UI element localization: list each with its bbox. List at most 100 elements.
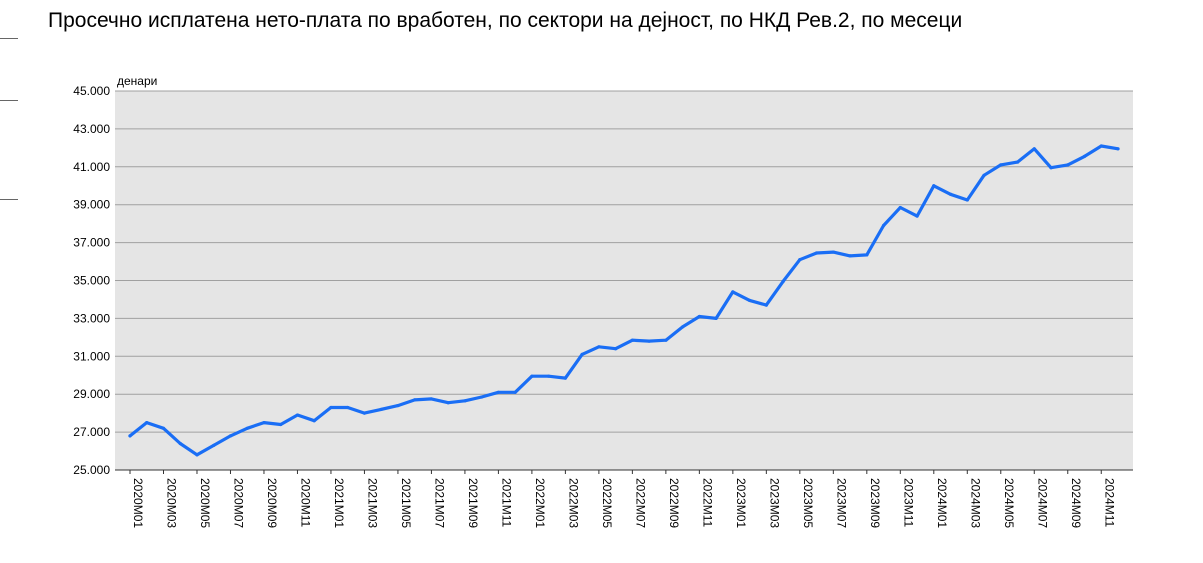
- y-tick-label: 29.000: [73, 387, 110, 401]
- x-tick-label: 2024M07: [1035, 478, 1049, 528]
- y-tick-label: 35.000: [73, 274, 110, 288]
- data-point: [128, 434, 132, 438]
- x-tick-label: 2023M05: [801, 478, 815, 528]
- data-point: [982, 173, 986, 177]
- data-point: [413, 398, 417, 402]
- x-tick-label: 2020M01: [131, 478, 145, 528]
- x-tick-label: 2021M01: [332, 478, 346, 528]
- y-tick-label: 39.000: [73, 198, 110, 212]
- data-point: [1099, 144, 1103, 148]
- data-point: [898, 205, 902, 210]
- data-point: [295, 413, 300, 417]
- data-point: [547, 374, 551, 378]
- data-point: [681, 325, 685, 329]
- data-point: [563, 376, 567, 380]
- data-point: [714, 316, 718, 320]
- data-point: [463, 399, 467, 403]
- x-tick-label: 2023M07: [834, 478, 848, 528]
- data-point: [329, 405, 333, 410]
- x-tick-label: 2021M05: [399, 478, 413, 528]
- data-point: [1015, 160, 1020, 164]
- x-tick-label: 2021M11: [499, 478, 513, 527]
- data-point: [279, 422, 283, 427]
- x-tick-label: 2020M09: [265, 478, 279, 528]
- data-point: [831, 250, 835, 254]
- y-tick-label: 41.000: [73, 160, 110, 174]
- data-point: [580, 352, 584, 357]
- gridlines: [115, 90, 1133, 471]
- data-point: [1032, 147, 1036, 151]
- data-point: [1049, 166, 1053, 170]
- data-point: [496, 390, 501, 394]
- data-point: [630, 338, 634, 342]
- data-point: [228, 434, 233, 438]
- data-point: [764, 303, 768, 307]
- x-tick-label: 2023M11: [901, 478, 915, 527]
- x-tick-label: 2021M07: [432, 478, 446, 528]
- x-tick-label: 2024M11: [1102, 478, 1116, 527]
- data-point: [915, 214, 919, 218]
- x-tick-label: 2023M01: [734, 478, 748, 528]
- x-tick-label: 2024M05: [1002, 478, 1016, 528]
- data-point: [948, 192, 953, 196]
- data-point: [1066, 163, 1070, 167]
- data-point: [932, 184, 936, 188]
- y-axis-ticks: 25.000 27.000 29.000 31.000 33.000 35.000 37.0…: [73, 84, 110, 477]
- data-point: [1082, 154, 1087, 158]
- x-tick-label: 2024M01: [935, 478, 949, 528]
- data-point: [446, 401, 450, 405]
- data-point: [362, 411, 367, 415]
- data-point: [798, 258, 802, 262]
- data-point: [731, 290, 735, 294]
- data-point: [664, 338, 668, 342]
- chart-title: Просечно исплатена нето-плата по вработе…: [48, 9, 963, 32]
- x-tick-label: 2024M03: [968, 478, 982, 528]
- data-point: [312, 419, 316, 423]
- data-point: [647, 339, 651, 343]
- data-point: [614, 347, 618, 351]
- x-tick-label: 2023M09: [868, 478, 882, 528]
- y-tick-label: 45.000: [73, 84, 110, 98]
- data-point: [396, 403, 400, 408]
- data-point: [747, 298, 752, 302]
- x-tick-label: 2022M01: [533, 478, 547, 528]
- margin-line: [0, 199, 18, 200]
- data-point: [429, 397, 434, 401]
- data-point: [865, 253, 869, 257]
- series-points: [128, 144, 1120, 457]
- x-tick-label: 2020M07: [231, 478, 245, 528]
- x-tick-label: 2022M11: [700, 478, 714, 527]
- data-point: [513, 390, 517, 394]
- data-point: [145, 421, 149, 425]
- data-point: [881, 223, 886, 228]
- y-tick-label: 25.000: [73, 463, 110, 477]
- x-tick-label: 2022M03: [566, 478, 580, 528]
- x-tick-label: 2022M09: [667, 478, 681, 528]
- margin-line: [0, 100, 18, 101]
- x-tick-label: 2021M03: [365, 478, 379, 528]
- data-point: [848, 254, 852, 258]
- series-line: [128, 144, 1120, 457]
- x-tick-label: 2020M03: [164, 478, 178, 528]
- x-tick-label: 2023M03: [767, 478, 781, 528]
- data-point: [597, 345, 601, 349]
- y-axis-unit-label: денари: [117, 74, 157, 88]
- data-point: [530, 374, 534, 378]
- data-point: [999, 163, 1003, 167]
- y-tick-label: 31.000: [73, 349, 110, 363]
- data-point: [814, 251, 819, 255]
- y-tick-label: 33.000: [73, 311, 110, 325]
- data-point: [161, 426, 166, 430]
- data-point: [178, 441, 182, 446]
- x-tick-label: 2021M09: [466, 478, 480, 528]
- data-point: [781, 279, 785, 284]
- data-point: [195, 453, 199, 457]
- x-tick-label: 2022M07: [633, 478, 647, 528]
- x-axis-ticks: 2020M01 2020M03 2020M05 2020M07 2020M09 2020M…: [129, 470, 1116, 528]
- data-point: [262, 421, 266, 425]
- y-tick-label: 37.000: [73, 236, 110, 250]
- data-point: [379, 407, 383, 411]
- data-point: [1116, 147, 1120, 151]
- x-tick-label: 2020M11: [298, 478, 312, 527]
